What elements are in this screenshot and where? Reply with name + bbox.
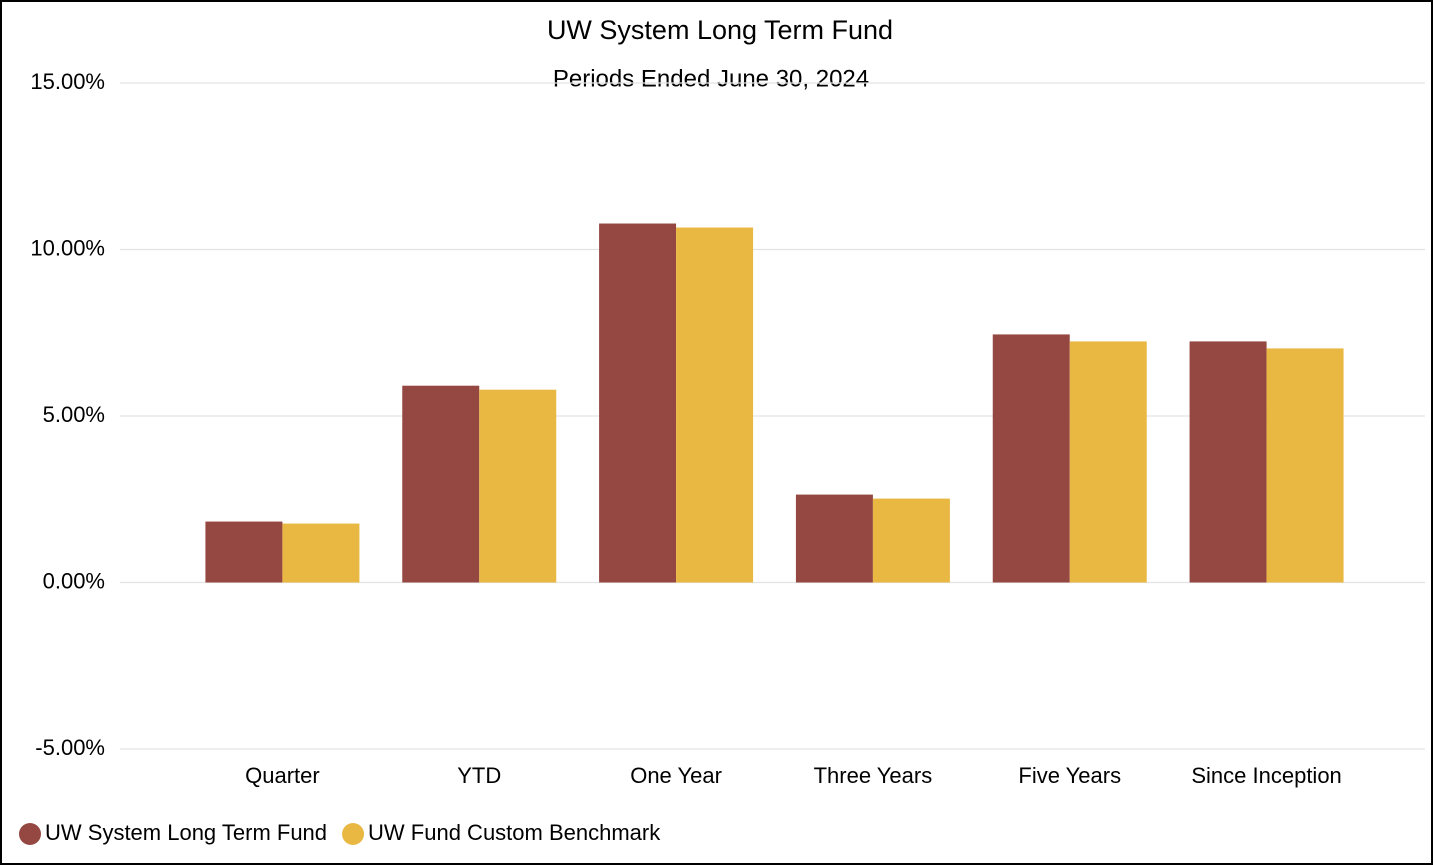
y-tick-label: 0.00% [43, 568, 105, 593]
y-tick-label: 5.00% [43, 402, 105, 427]
legend-label: UW System Long Term Fund [45, 820, 327, 845]
legend-swatch [19, 823, 41, 845]
bar [402, 385, 480, 583]
legend-label: UW Fund Custom Benchmark [368, 820, 661, 845]
y-tick-label: 15.00% [30, 69, 105, 94]
bar [795, 494, 873, 583]
chart-title: UW System Long Term Fund [547, 15, 893, 45]
bar [1069, 341, 1147, 583]
bar [1189, 341, 1267, 583]
x-tick-label: One Year [630, 763, 722, 788]
bar [1266, 348, 1344, 583]
bar [282, 523, 360, 583]
x-tick-label: YTD [457, 763, 501, 788]
x-tick-label: Five Years [1018, 763, 1121, 788]
bar [872, 498, 950, 583]
bar [992, 334, 1070, 583]
bar [205, 521, 283, 583]
y-tick-label: -5.00% [35, 735, 105, 760]
x-tick-label: Three Years [814, 763, 933, 788]
chart-subtitle: Periods Ended June 30, 2024 [553, 65, 869, 92]
y-tick-label: 10.00% [30, 235, 105, 260]
bar [676, 227, 754, 583]
legend-swatch [342, 823, 365, 845]
bar [599, 223, 677, 583]
x-tick-label: Quarter [245, 763, 320, 788]
bar [479, 389, 557, 583]
x-tick-label: Since Inception [1191, 763, 1341, 788]
